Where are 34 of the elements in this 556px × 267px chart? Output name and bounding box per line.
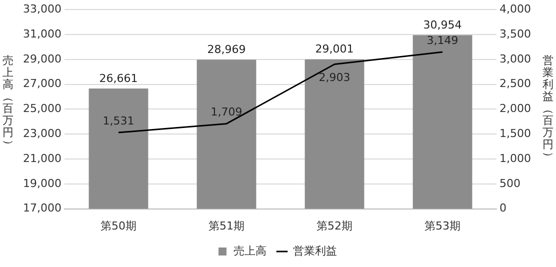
y-tick-label: 29,000 — [22, 52, 62, 66]
x-tick-label: 第52期 — [316, 219, 352, 232]
x-tick-label: 第51期 — [208, 219, 244, 232]
y-tick-label: 27,000 — [22, 77, 62, 90]
data-label: 1,709 — [210, 106, 242, 119]
y-tick-label: 21,000 — [22, 152, 62, 165]
y2-tick-label: 3,000 — [500, 52, 532, 66]
y2-tick-label: 4,000 — [500, 2, 532, 16]
y2-tick-label: 500 — [500, 176, 521, 190]
y2-tick-label: 1,000 — [500, 152, 532, 165]
data-label: 1,531 — [102, 114, 134, 128]
y2-tick-label: 0 — [500, 202, 507, 215]
y2-tick-label: 2,500 — [500, 77, 532, 90]
y-tick-label: 23,000 — [22, 126, 62, 140]
data-label: 2,903 — [318, 71, 350, 84]
y2-tick-label: 3,500 — [500, 27, 532, 40]
y-tick-label: 31,000 — [22, 27, 62, 40]
legend-label: 営業利益 — [293, 244, 337, 258]
data-label: 28,969 — [207, 43, 246, 56]
text: 営業利益（百万円） — [542, 54, 555, 162]
y2-tick-label: 2,000 — [500, 102, 532, 116]
data-label: 3,149 — [426, 34, 458, 47]
y-tick-label: 17,000 — [22, 202, 62, 215]
y-tick-label: 25,000 — [22, 102, 62, 116]
y2-tick-label: 1,500 — [500, 126, 532, 140]
data-label: 29,001 — [315, 42, 354, 56]
data-label: 30,954 — [423, 18, 462, 32]
y-axis-title: 売上高（百万円） — [2, 54, 15, 151]
data-label: 26,661 — [99, 72, 138, 85]
y-tick-label: 33,000 — [22, 2, 62, 16]
y-tick-label: 19,000 — [22, 176, 62, 190]
x-tick-label: 第50期 — [100, 219, 136, 232]
legend-label: 売上高 — [234, 244, 266, 258]
x-tick-label: 第53期 — [424, 219, 461, 232]
